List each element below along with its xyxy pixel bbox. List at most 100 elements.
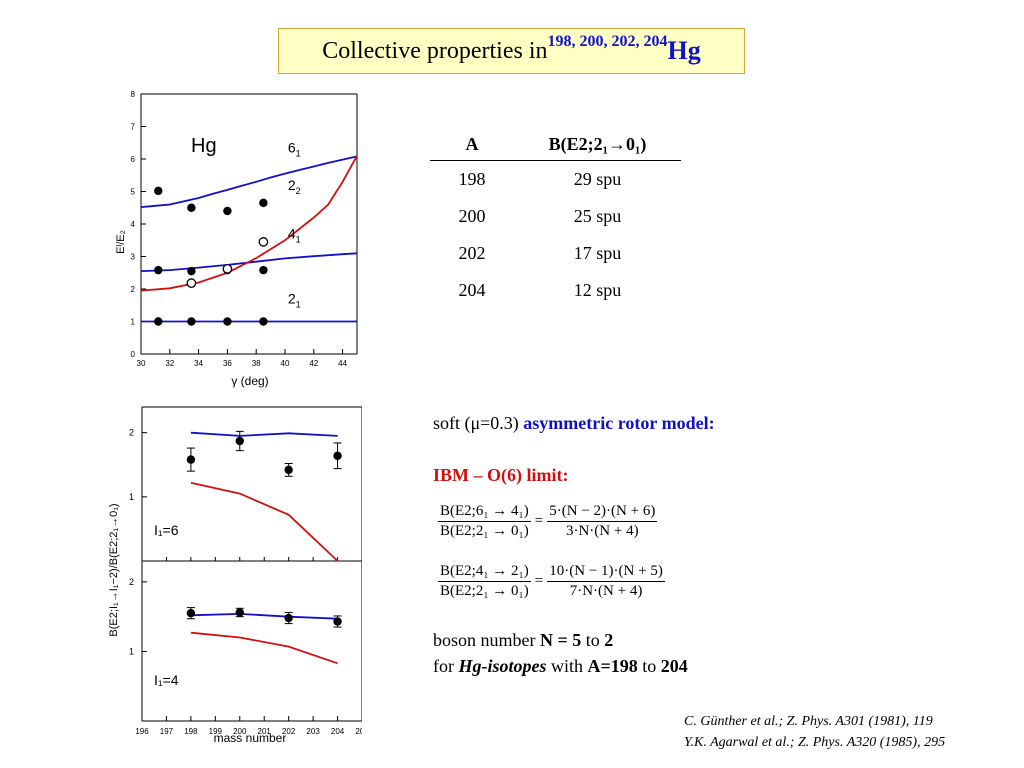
gamma-chart-label: Hg [191, 135, 217, 157]
formula1-rden: 3·N·(N + 4) [565, 523, 639, 539]
formula2-num: B(E2;4₁ → 2₁) [438, 563, 531, 582]
boson-n: N = 5 [540, 630, 582, 650]
y-tick-label: 2 [129, 428, 134, 438]
data-point [154, 186, 163, 196]
gamma-chart-ylabel: Eᴵ/E₂ [115, 230, 127, 254]
data-point [154, 317, 163, 326]
isotopes-line: for Hg-isotopes with A=198 to 204 [433, 656, 688, 677]
x-tick-label: 32 [165, 359, 174, 368]
data-point [333, 617, 342, 626]
x-tick-label: 201 [258, 727, 272, 736]
table-row: 202 17 spu [430, 235, 681, 272]
soft-rotor-line: soft (μ=0.3) asymmetric rotor model: [433, 413, 715, 434]
x-tick-label: 196 [135, 727, 149, 736]
data-point [235, 436, 244, 446]
y-tick-label: 1 [129, 492, 134, 502]
x-tick-label: 42 [309, 359, 318, 368]
x-tick-label: 198 [184, 727, 198, 736]
y-tick-label: 4 [131, 220, 136, 229]
data-point [186, 608, 196, 618]
soft-model: asymmetric rotor model: [523, 413, 715, 433]
gamma-chart-xlabel: γ (deg) [231, 374, 268, 388]
data-point [259, 265, 268, 275]
y-tick-label: 2 [129, 577, 134, 587]
series-line [190, 481, 339, 562]
x-tick-label: 200 [233, 727, 247, 736]
data-point-open [258, 237, 269, 247]
col-header-a: A [430, 128, 514, 161]
data-point [187, 317, 196, 326]
be2-table: A B(E2;2₁→0₁) 198 29 spu 200 25 spu 202 17 … [430, 128, 681, 309]
data-point [333, 451, 342, 460]
x-tick-label: 204 [331, 727, 345, 736]
title-text: Collective properties in [322, 37, 548, 64]
formula2-rnum: 10·(N − 1)·(N + 5) [547, 563, 665, 582]
x-tick-label: 38 [252, 359, 261, 368]
be2-ratio-chart: I₁=6 I₁=4 B(E2;I₁→I₁−2)/B(E2;2₁→0₁) mass… [108, 406, 362, 745]
formula-6-4: B(E2;6₁ → 4₁) B(E2;2₁ → 0₁) = 5·(N − 2)·(N … [438, 503, 658, 539]
x-tick-label: 199 [209, 727, 223, 736]
plot-frame [140, 93, 358, 355]
with-text: with [546, 656, 588, 676]
x-tick-label: 203 [306, 727, 320, 736]
table-header-row: A B(E2;2₁→0₁) [430, 128, 681, 161]
series-line [190, 631, 338, 665]
lower-panel-frame [141, 560, 362, 722]
data-point [259, 198, 268, 208]
data-point [235, 608, 244, 617]
data-point-open [222, 264, 233, 274]
y-tick-label: 7 [131, 123, 136, 132]
y-tick-label: 1 [131, 318, 136, 327]
title-element: Hg [667, 36, 701, 65]
series-line [140, 155, 358, 208]
y-tick-label: 3 [131, 253, 136, 262]
data-point [187, 203, 196, 212]
be2-chart-ylabel: B(E2;I₁→I₁−2)/B(E2;2₁→0₁) [108, 503, 120, 636]
be2-chart-xlabel: mass number [214, 731, 287, 745]
data-point [284, 613, 293, 623]
reference-1: C. Günther et al.; Z. Phys. A301 (1981),… [684, 714, 933, 729]
x-tick-label: 36 [223, 359, 232, 368]
formula1-num: B(E2;6₁ → 4₁) [438, 503, 531, 522]
i4-panel-label: I₁=4 [154, 672, 179, 688]
data-point [223, 317, 232, 326]
col-header-be2: B(E2;2₁→0₁) [514, 128, 681, 161]
reference-2: Y.K. Agarwal et al.; Z. Phys. A320 (1985… [684, 735, 946, 750]
boson-to: to [581, 630, 605, 650]
series-line [190, 431, 338, 437]
x-tick-label: 40 [281, 359, 290, 368]
x-tick-label: 44 [338, 359, 347, 368]
cell-a: 200 [458, 206, 486, 226]
state-label: 22 [288, 177, 301, 196]
x-tick-label: 197 [160, 727, 174, 736]
state-label: 21 [288, 291, 301, 310]
for-text: for [433, 656, 459, 676]
boson-end: 2 [604, 630, 614, 650]
table-row: 200 25 spu [430, 198, 681, 235]
cell-a: 204 [458, 280, 486, 300]
slide-title: Collective properties in 198, 200, 202, … [278, 28, 745, 74]
y-tick-label: 0 [131, 350, 136, 359]
data-point [284, 465, 293, 475]
formula1-den: B(E2;2₁ → 0₁) [440, 523, 529, 539]
formula2-den: B(E2;2₁ → 0₁) [440, 583, 529, 599]
series-line [140, 155, 358, 292]
y-tick-label: 8 [131, 90, 136, 99]
hg-isotopes: Hg-isotopes [458, 656, 547, 676]
y-tick-label: 6 [131, 155, 136, 164]
data-point [187, 266, 196, 276]
to-text: to [637, 656, 661, 676]
formula2-rden: 7·N·(N + 4) [569, 583, 643, 599]
series-line [140, 252, 358, 272]
x-tick-label: 34 [194, 359, 203, 368]
cell-be2: 29 spu [573, 169, 622, 189]
data-point [259, 317, 268, 326]
x-tick-label: 30 [137, 359, 146, 368]
mass-end: 204 [660, 656, 688, 676]
formula-4-2: B(E2;4₁ → 2₁) B(E2;2₁ → 0₁) = 10·(N − 1)·(N… [438, 563, 665, 599]
ibm-label: IBM – O(6) limit: [433, 465, 569, 485]
cell-be2: 17 spu [573, 243, 622, 263]
table-row: 198 29 spu [430, 161, 681, 199]
y-tick-label: 5 [131, 188, 136, 197]
